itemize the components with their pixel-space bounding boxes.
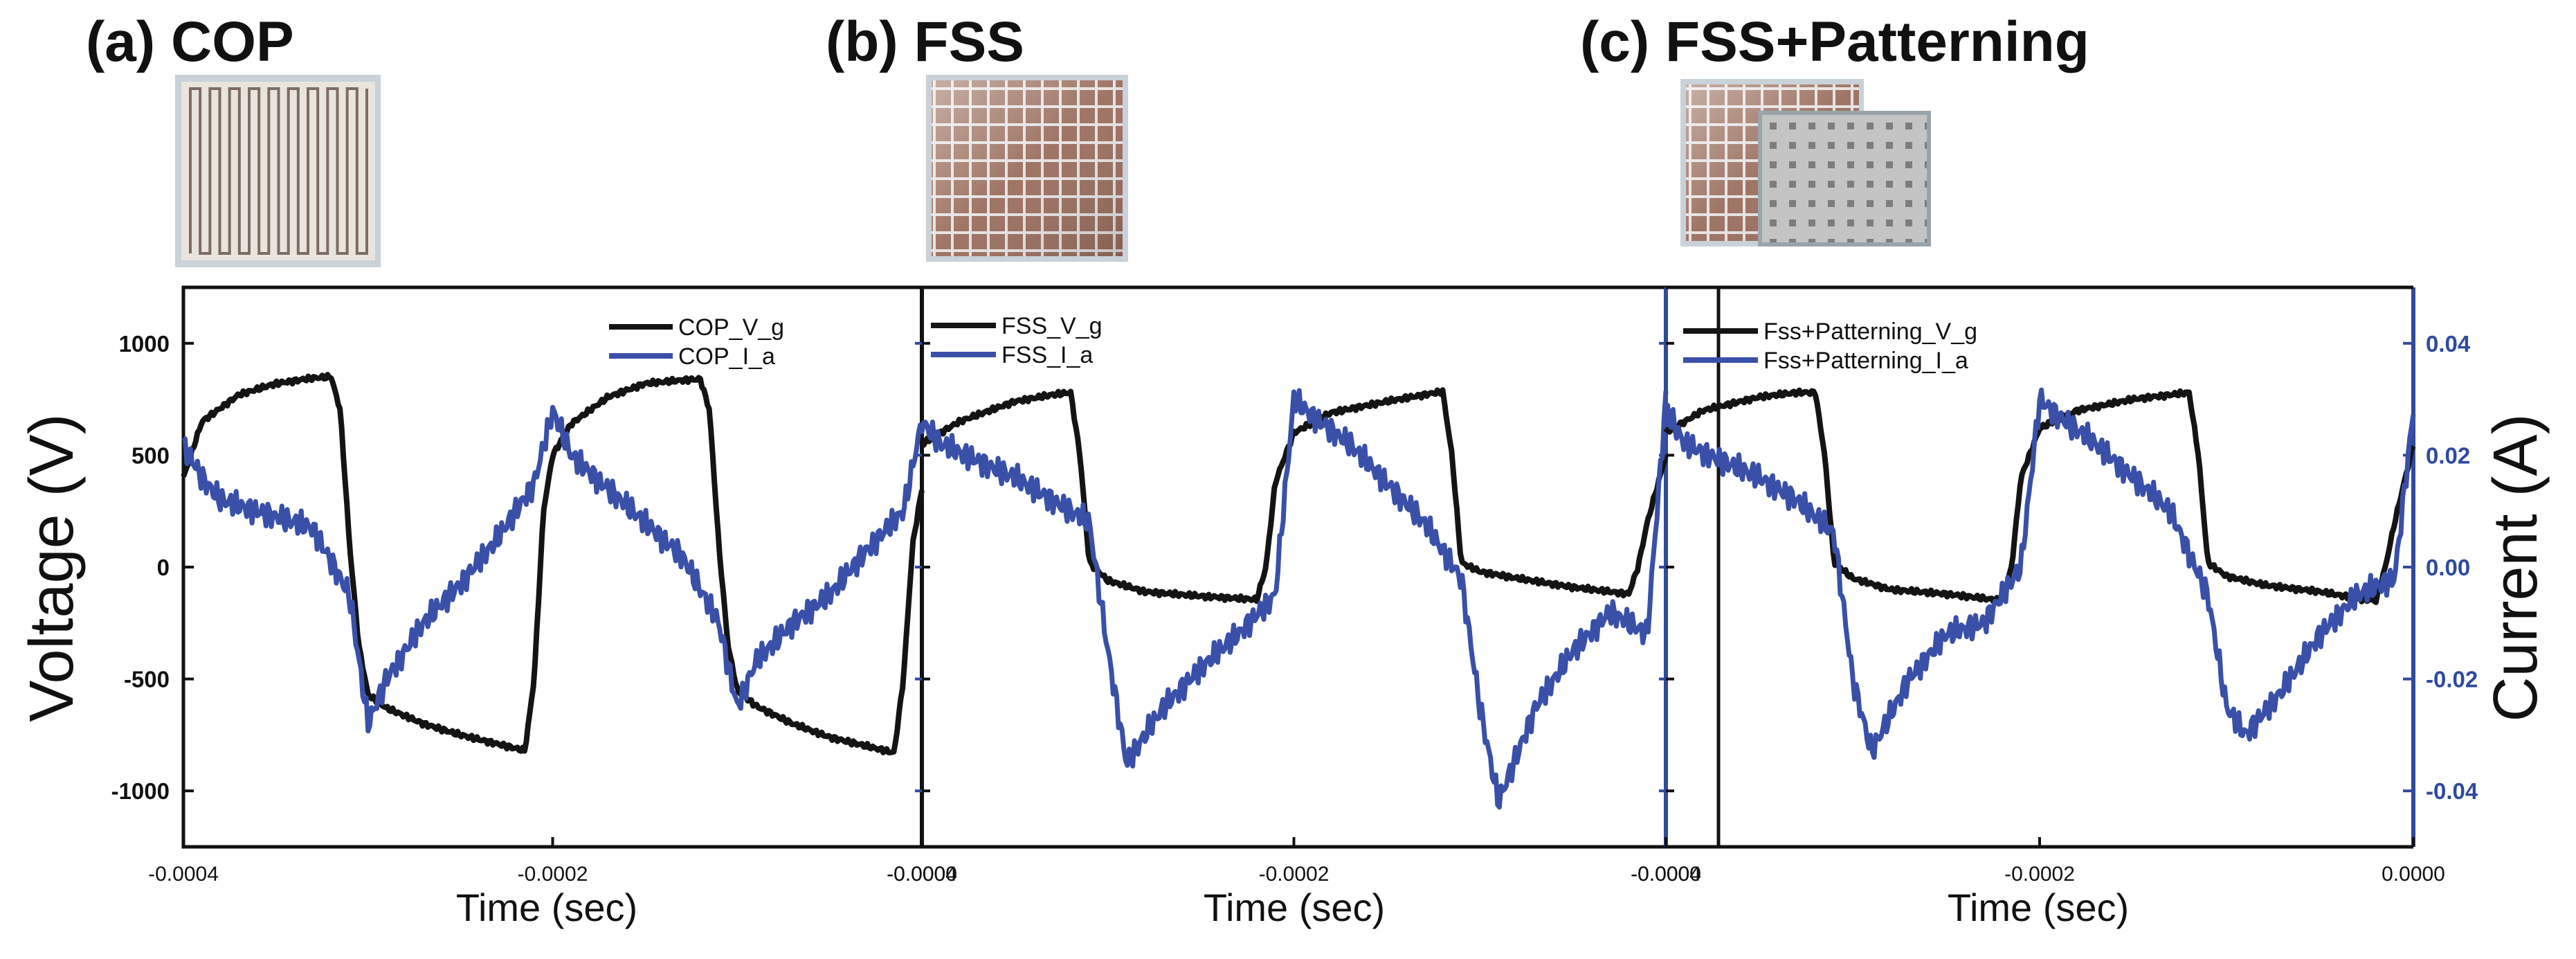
- cop-electrode-photo: [175, 75, 381, 267]
- x-tick-label: -0.0002: [2004, 863, 2075, 886]
- left-y-axis: 1000 500 0 -500 -1000: [111, 331, 194, 804]
- series-line-Fss+Patterning_I_a: [1663, 387, 2416, 760]
- legend-label: Fss+Patterning_I_a: [1763, 348, 1968, 374]
- x-axis-ticks: -0.0004 -0.0002 -0.0000-0.0004 -0.0002 -0.00…: [148, 837, 2445, 886]
- series-line-FSS_V_g: [919, 387, 1669, 604]
- legend-label: COP_V_g: [678, 314, 784, 341]
- fss-electrode-photo: [926, 75, 1128, 262]
- plot-frames: [181, 285, 2415, 849]
- series-layer: [181, 372, 2416, 810]
- right-tick-label: 0.00: [2426, 555, 2470, 580]
- legend-label: FSS_V_g: [1001, 313, 1103, 339]
- x-tick-label: -0.0000: [887, 863, 957, 886]
- left-tick-label: 500: [131, 442, 170, 468]
- left-tick-label: -500: [124, 667, 170, 692]
- right-tick-label: 0.02: [2426, 442, 2470, 468]
- x-tick-label: -0.0004: [887, 863, 957, 886]
- x-tick-label: -0.0002: [518, 863, 588, 886]
- right-tick-label: -0.04: [2426, 778, 2478, 804]
- fss-patterning-electrode-photo: [1680, 79, 1931, 247]
- x-axis-title-a: Time (sec): [456, 886, 637, 929]
- left-tick-label: -1000: [111, 778, 170, 804]
- series-line-FSS_I_a: [919, 388, 1669, 810]
- series-line-COP_V_g: [181, 372, 925, 755]
- right-y-axis-title: Current (A): [2481, 413, 2550, 722]
- right-y-axis: 0.04 0.02 0.00 -0.02 -0.04: [915, 331, 2478, 804]
- x-axis-title-b: Time (sec): [1204, 886, 1385, 929]
- left-tick-label: 0: [157, 555, 170, 580]
- panel-title-b: (b) FSS: [826, 10, 1024, 73]
- panel-title-c: (c) FSS+Patterning: [1580, 10, 2089, 73]
- legend-label: COP_I_a: [678, 343, 775, 370]
- x-tick-label: -0.0000: [1631, 863, 1701, 886]
- legend-label: Fss+Patterning_V_g: [1763, 319, 1977, 345]
- left-y-axis-title: Voltage (V): [17, 413, 87, 722]
- legend-label: FSS_I_a: [1001, 342, 1093, 368]
- series-line-COP_I_a: [181, 404, 925, 734]
- right-tick-label: -0.02: [2426, 667, 2478, 692]
- x-axis-title-c: Time (sec): [1948, 886, 2129, 929]
- x-tick-label: -0.0004: [1631, 863, 1701, 886]
- plot-outer-frame: [181, 285, 1721, 849]
- left-tick-label: 1000: [119, 331, 170, 357]
- x-tick-label: -0.0004: [148, 863, 219, 886]
- x-tick-label: -0.0002: [1259, 863, 1330, 886]
- right-tick-label: 0.04: [2426, 331, 2471, 357]
- x-tick-label: 0.0000: [2382, 863, 2445, 886]
- panel-title-a: (a) COP: [86, 10, 294, 73]
